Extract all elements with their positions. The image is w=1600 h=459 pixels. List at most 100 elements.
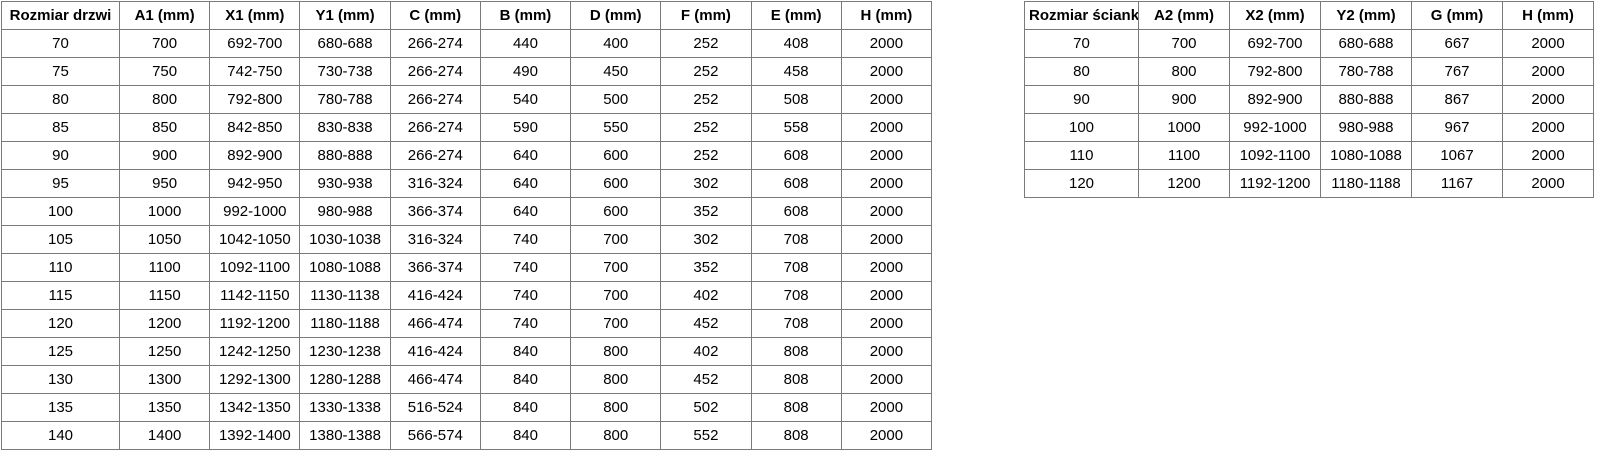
- table-cell: 500: [570, 85, 662, 114]
- table-cell: 302: [660, 169, 752, 198]
- table-row: 100 1000 992-1000 980-988 967 2000: [1024, 113, 1594, 142]
- table-cell: 402: [660, 281, 752, 310]
- table-cell: 1000: [1138, 113, 1230, 142]
- table-cell: 70: [1024, 29, 1139, 58]
- table-cell: 767: [1411, 57, 1503, 86]
- table-cell: 1380-1388: [299, 421, 391, 450]
- table-cell: 2000: [840, 197, 933, 226]
- table-cell: 2000: [840, 85, 933, 114]
- table-cell: 930-938: [299, 169, 391, 198]
- table-cell: 2000: [840, 29, 933, 58]
- table-cell: 600: [570, 197, 662, 226]
- table-cell: 252: [660, 57, 752, 86]
- table-cell: 808: [750, 337, 842, 366]
- table-cell: 1130-1138: [299, 281, 391, 310]
- table-cell: 450: [570, 57, 662, 86]
- table-cell: 840: [479, 337, 572, 366]
- table-cell: 508: [750, 85, 842, 114]
- column-header: A1 (mm): [118, 1, 211, 30]
- table-cell: 792-800: [1229, 57, 1321, 86]
- table-cell: 402: [660, 337, 752, 366]
- column-header: E (mm): [750, 1, 842, 30]
- table-cell: 115: [1, 281, 120, 310]
- table-cell: 266-274: [389, 29, 481, 58]
- table-row: 80 800 792-800 780-788 767 2000: [1024, 57, 1594, 86]
- table-cell: 740: [479, 253, 572, 282]
- table-cell: 110: [1024, 141, 1139, 170]
- table-cell: 700: [118, 29, 211, 58]
- table-row: 90 900 892-900 880-888 867 2000: [1024, 85, 1594, 114]
- table-cell: 1030-1038: [299, 225, 391, 254]
- table-cell: 2000: [840, 281, 933, 310]
- table-cell: 352: [660, 253, 752, 282]
- table-cell: 252: [660, 141, 752, 170]
- table-cell: 608: [750, 141, 842, 170]
- column-header: H (mm): [1502, 1, 1594, 30]
- table-cell: 2000: [840, 365, 933, 394]
- table-cell: 2000: [840, 421, 933, 450]
- table-cell: 700: [570, 309, 662, 338]
- table-cell: 2000: [840, 57, 933, 86]
- table-cell: 2000: [840, 225, 933, 254]
- table-cell: 808: [750, 421, 842, 450]
- column-header: C (mm): [389, 1, 481, 30]
- table-cell: 2000: [1502, 57, 1594, 86]
- table-cell: 502: [660, 393, 752, 422]
- table-cell: 2000: [840, 141, 933, 170]
- table-cell: 2000: [840, 113, 933, 142]
- table-cell: 1342-1350: [209, 393, 301, 422]
- table-cell: 892-900: [209, 141, 301, 170]
- table-cell: 1300: [118, 365, 211, 394]
- table-cell: 302: [660, 225, 752, 254]
- table-cell: 1200: [118, 309, 211, 338]
- table-cell: 1280-1288: [299, 365, 391, 394]
- table-cell: 558: [750, 113, 842, 142]
- table-cell: 800: [570, 337, 662, 366]
- table-cell: 742-750: [209, 57, 301, 86]
- table-cell: 400: [570, 29, 662, 58]
- column-header: A2 (mm): [1138, 1, 1230, 30]
- table-cell: 792-800: [209, 85, 301, 114]
- table-cell: 1080-1088: [299, 253, 391, 282]
- table-cell: 800: [1138, 57, 1230, 86]
- table-cell: 1180-1188: [299, 309, 391, 338]
- table-cell: 1392-1400: [209, 421, 301, 450]
- column-header: Y2 (mm): [1320, 1, 1412, 30]
- column-header: H (mm): [840, 1, 933, 30]
- table-cell: 730-738: [299, 57, 391, 86]
- table-cell: 1100: [118, 253, 211, 282]
- table-cell: 600: [570, 169, 662, 198]
- table-cell: 2000: [840, 393, 933, 422]
- table-row: 85 850 842-850 830-838 266-274 590 550 252 558 20…: [1, 113, 933, 142]
- table-cell: 70: [1, 29, 120, 58]
- table-cell: 640: [479, 169, 572, 198]
- table-cell: 1250: [118, 337, 211, 366]
- table-row: 115 1150 1142-1150 1130-1138 416-424 740 700 40…: [1, 281, 933, 310]
- table-row: 140 1400 1392-1400 1380-1388 566-574 840 800 55…: [1, 421, 933, 450]
- table-cell: 1180-1188: [1320, 169, 1412, 198]
- table-cell: 700: [570, 253, 662, 282]
- table-cell: 608: [750, 197, 842, 226]
- table-cell: 842-850: [209, 113, 301, 142]
- table-cell: 1292-1300: [209, 365, 301, 394]
- door-size-table: Rozmiar drzwi A1 (mm) X1 (mm) Y1 (mm) C (mm)…: [1, 1, 933, 450]
- column-header: Rozmiar ścianki: [1024, 1, 1139, 30]
- table-cell: 608: [750, 169, 842, 198]
- table-row: 70 700 692-700 680-688 266-274 440 400 252 408 20…: [1, 29, 933, 58]
- table-cell: 1192-1200: [209, 309, 301, 338]
- table-cell: 692-700: [1229, 29, 1321, 58]
- column-header: D (mm): [570, 1, 662, 30]
- table-cell: 466-474: [389, 365, 481, 394]
- table-cell: 452: [660, 365, 752, 394]
- table-cell: 1092-1100: [209, 253, 301, 282]
- table-cell: 700: [570, 225, 662, 254]
- table-cell: 1150: [118, 281, 211, 310]
- table-cell: 100: [1, 197, 120, 226]
- table-cell: 1230-1238: [299, 337, 391, 366]
- table-cell: 316-324: [389, 225, 481, 254]
- table-cell: 980-988: [299, 197, 391, 226]
- table-cell: 490: [479, 57, 572, 86]
- table-cell: 550: [570, 113, 662, 142]
- table-cell: 880-888: [299, 141, 391, 170]
